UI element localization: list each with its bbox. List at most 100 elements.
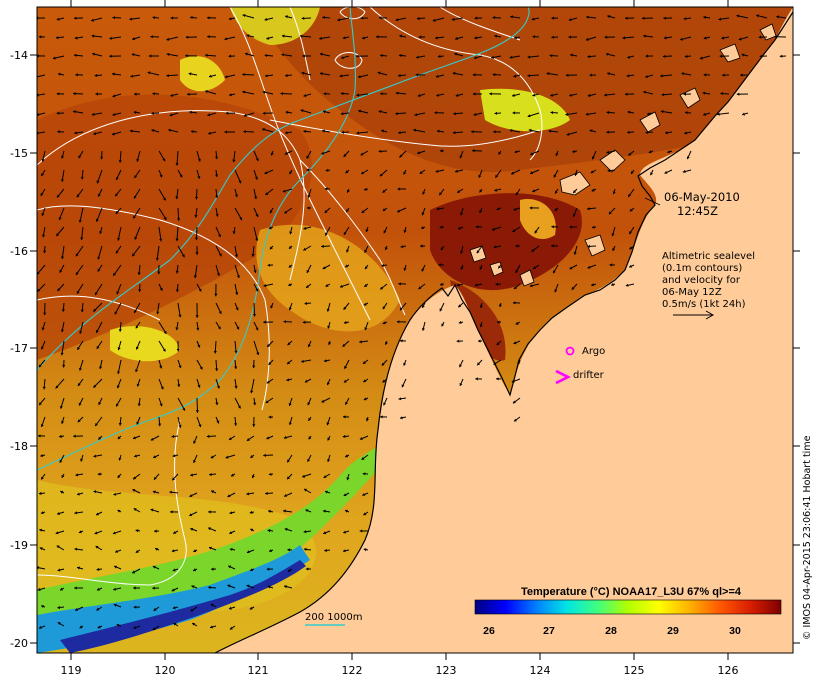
velocity-arrow-head — [154, 529, 157, 533]
velocity-arrow-head — [97, 472, 101, 476]
drifter-label: drifter — [573, 370, 605, 381]
velocity-arrow-head — [175, 196, 179, 200]
velocity-arrow-head — [478, 174, 482, 178]
velocity-arrow-head — [93, 490, 97, 494]
velocity-arrow-head — [322, 129, 325, 133]
velocity-arrow-head — [37, 113, 40, 117]
velocity-arrow-head — [62, 364, 66, 368]
velocity-arrow-head — [302, 320, 306, 324]
velocity-arrow-head — [622, 36, 626, 40]
velocity-arrow-head — [117, 371, 121, 374]
velocity-arrow-head — [152, 586, 155, 590]
velocity-arrow-head — [499, 304, 502, 307]
velocity-arrow-head — [361, 171, 365, 174]
velocity-arrow-head — [96, 512, 99, 516]
velocity-arrow-head — [699, 56, 703, 60]
velocity-arrow-head — [380, 92, 383, 96]
velocity-arrow-head — [178, 314, 182, 318]
velocity-arrow-head — [117, 347, 121, 351]
cool-water-patch — [230, 7, 320, 45]
velocity-arrow-head — [606, 110, 610, 115]
velocity-arrow-head — [190, 473, 193, 477]
velocity-arrow-head — [496, 377, 499, 381]
velocity-arrow-head — [92, 52, 95, 56]
velocity-arrow-head — [162, 348, 166, 352]
velocity-arrow-head — [56, 17, 60, 21]
velocity-arrow-head — [364, 249, 368, 253]
velocity-arrow-head — [532, 93, 536, 97]
velocity-arrow-head — [455, 93, 459, 97]
velocity-arrow-head — [321, 244, 324, 248]
velocity-arrow-head — [496, 207, 500, 211]
velocity-arrow-head — [364, 187, 367, 191]
velocity-arrow-head — [624, 92, 628, 96]
velocity-arrow-head — [528, 128, 532, 132]
velocity-arrow-head — [627, 130, 630, 134]
velocity-arrow-head — [607, 169, 611, 173]
velocity-arrow-head — [326, 422, 330, 426]
velocity-arrow-head — [628, 152, 632, 156]
velocity-arrow-head — [266, 567, 270, 571]
velocity-arrow-head — [134, 92, 137, 96]
velocity-arrow-head — [551, 225, 554, 229]
velocity-arrow-head — [512, 301, 516, 305]
velocity-arrow-head — [129, 17, 133, 21]
velocity-arrow-head — [94, 531, 98, 535]
velocity-arrow-head — [300, 109, 304, 113]
velocity-arrow-head — [175, 163, 179, 166]
velocity-arrow-head — [57, 622, 61, 625]
velocity-arrow-head — [74, 586, 77, 590]
velocity-arrow-head — [173, 623, 177, 626]
velocity-arrow-head — [194, 196, 199, 200]
velocity-arrow-head — [360, 16, 364, 20]
velocity-arrow-head — [512, 111, 516, 115]
velocity-arrow-head — [380, 415, 383, 419]
velocity-arrow-head — [356, 131, 360, 135]
velocity-arrow-head — [112, 16, 116, 20]
velocity-arrow-head — [342, 36, 346, 40]
velocity-arrow-head — [96, 345, 100, 349]
velocity-arrow-head — [189, 110, 192, 114]
velocity-arrow-head — [342, 434, 346, 438]
velocity-arrow-head — [509, 55, 513, 59]
colorbar-tick-label: 27 — [543, 625, 555, 637]
velocity-arrow-head — [340, 284, 343, 288]
velocity-arrow-head — [264, 171, 268, 175]
velocity-arrow-head — [532, 35, 536, 39]
velocity-arrow-head — [156, 311, 160, 315]
velocity-arrow-head — [325, 490, 328, 494]
velocity-arrow-head — [454, 52, 458, 56]
velocity-arrow-head — [269, 210, 273, 214]
velocity-arrow-head — [134, 454, 137, 458]
velocity-arrow-head — [398, 282, 401, 286]
velocity-arrow-head — [572, 149, 576, 153]
velocity-arrow-head — [41, 158, 45, 162]
velocity-arrow-head — [403, 268, 407, 271]
velocity-arrow-head — [255, 288, 259, 292]
velocity-arrow-head — [218, 253, 222, 257]
x-tick-label: 126 — [718, 664, 739, 677]
velocity-arrow-head — [96, 607, 100, 611]
velocity-arrow-head — [362, 472, 366, 476]
velocity-arrow-head — [252, 314, 257, 317]
y-tick-label: -14 — [10, 49, 28, 62]
velocity-arrow-head — [478, 339, 481, 343]
velocity-arrow-head — [190, 16, 193, 20]
velocity-arrow-head — [612, 191, 616, 195]
velocity-arrow-head — [510, 15, 513, 19]
velocity-arrow-head — [267, 344, 271, 347]
velocity-arrow-head — [60, 490, 64, 494]
velocity-arrow-head — [439, 225, 443, 229]
velocity-arrow-head — [475, 377, 478, 381]
velocity-arrow-head — [441, 323, 445, 327]
velocity-arrow-head — [660, 110, 664, 114]
velocity-arrow-head — [381, 362, 385, 366]
velocity-arrow-head — [58, 217, 62, 220]
velocity-arrow-head — [171, 588, 175, 592]
velocity-arrow-head — [475, 225, 479, 229]
sealevel-contours — [37, 7, 543, 586]
velocity-arrow-head — [133, 215, 136, 219]
velocity-arrow-head — [302, 474, 306, 478]
velocity-arrow-head — [56, 111, 60, 115]
velocity-arrow-head — [172, 477, 176, 481]
